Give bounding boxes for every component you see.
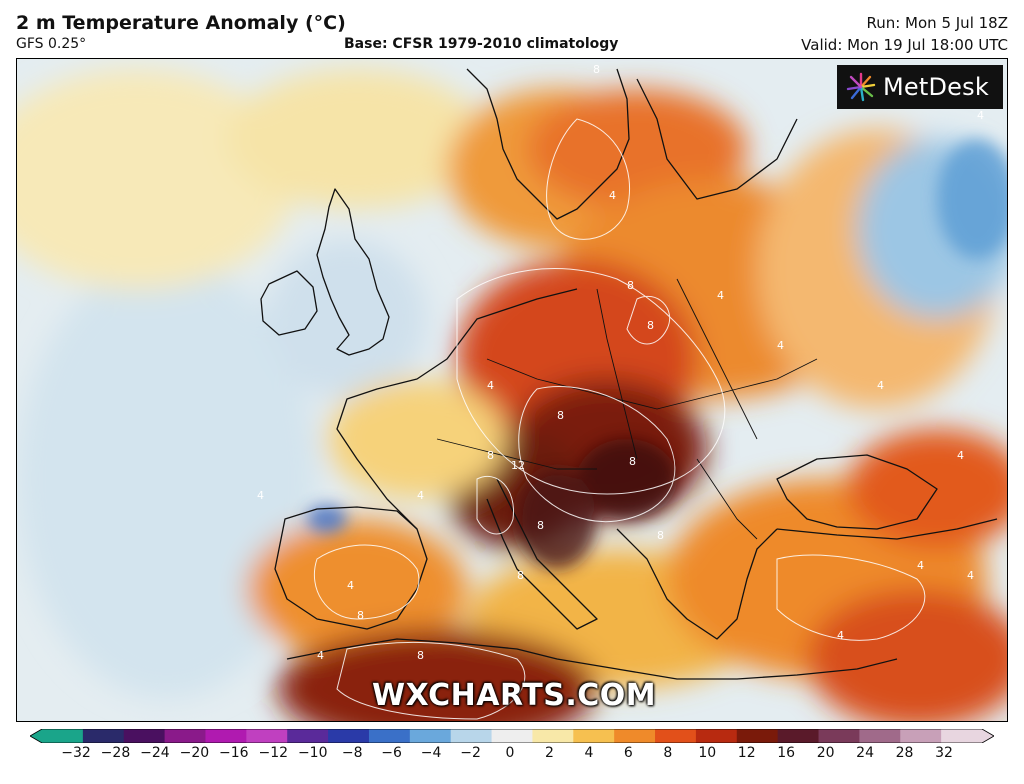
- contour-label: 4: [717, 289, 724, 302]
- colorbar-segment: [450, 729, 493, 743]
- colorbar-segment: [655, 729, 697, 743]
- colorbar-segment: [900, 729, 942, 743]
- colorbar-tick-label: −10: [297, 745, 328, 761]
- contour-label: 4: [487, 379, 494, 392]
- colorbar-tick-label: −8: [341, 745, 363, 761]
- colorbar-tick-label: 12: [737, 745, 756, 761]
- contour-label: 4: [317, 649, 324, 662]
- run-time-label: Run: Mon 5 Jul 18Z: [866, 14, 1008, 32]
- colorbar-segment: [491, 729, 533, 743]
- contour-label: 4: [609, 189, 616, 202]
- temperature-anomaly-map[interactable]: 8 4 8 8 4 8 4 8 4 8 12 8 4 8 4 4 8 4 4 8…: [16, 58, 1008, 722]
- colorbar-tick-label: −4: [420, 745, 442, 761]
- metdesk-burst-icon: [846, 72, 876, 102]
- colorbar-segment: [409, 729, 452, 743]
- contour-label: 4: [777, 339, 784, 352]
- colorbar-tick-label: 24: [856, 745, 874, 761]
- contour-label: 4: [967, 569, 974, 582]
- contour-label: 8: [517, 569, 524, 582]
- contour-label: 8: [537, 519, 544, 532]
- colorbar-segment: [246, 729, 288, 743]
- colorbar-segment: [614, 729, 656, 743]
- colorbar-segment: [941, 729, 983, 743]
- metdesk-logo: MetDesk: [837, 65, 1003, 109]
- colorbar-segment: [573, 729, 615, 743]
- colorbar-min-arrow: [30, 729, 42, 743]
- colorbar-tick-label: 6: [623, 745, 633, 761]
- map-canvas: 8 4 8 8 4 8 4 8 4 8 12 8 4 8 4 4 8 4 4 8…: [17, 59, 1007, 721]
- colorbar-segment: [532, 729, 574, 743]
- colorbar-segment: [328, 729, 370, 743]
- colorbar-segment: [818, 729, 860, 743]
- contour-label: 4: [837, 629, 844, 642]
- contour-label: 4: [347, 579, 354, 592]
- climatology-base-label: Base: CFSR 1979-2010 climatology: [344, 36, 619, 52]
- colorbar-tick-label: −16: [219, 745, 249, 761]
- contour-label: 8: [417, 649, 424, 662]
- colorbar-tick-label: −6: [381, 745, 402, 761]
- colorbar-tick-label: 16: [777, 745, 796, 761]
- colorbar-segment: [82, 729, 125, 743]
- colorbar-tick-label: 10: [698, 745, 717, 761]
- colorbar-tick-label: −20: [179, 745, 210, 761]
- contour-label: 12: [511, 459, 525, 472]
- contour-label: 8: [593, 63, 600, 76]
- colorbar-segment: [695, 729, 738, 743]
- colorbar-segment: [368, 729, 411, 743]
- colorbar-segment: [777, 729, 820, 743]
- contour-label: 8: [629, 455, 636, 468]
- contour-label: 4: [417, 489, 424, 502]
- model-label: GFS 0.25°: [16, 36, 87, 52]
- colorbar-segment: [736, 729, 779, 743]
- colorbar-tick-label: −2: [460, 745, 481, 761]
- contour-label: 8: [487, 449, 494, 462]
- colorbar-tick-label: 4: [584, 745, 594, 761]
- contour-label: 8: [627, 279, 634, 292]
- contour-label: 8: [557, 409, 564, 422]
- map-title: 2 m Temperature Anomaly (°C): [16, 12, 346, 34]
- colorbar-max-arrow: [982, 729, 994, 743]
- colorbar-tick-labels: −32 −28 −24 −20 −16 −12 −10 −8 −6 −4 −2 0 2 4 6 8 10 12 16…: [0, 745, 1024, 767]
- contour-label: 4: [917, 559, 924, 572]
- colorbar-tick-label: 8: [663, 745, 673, 761]
- contour-label: 8: [647, 319, 654, 332]
- colorbar-tick-label: −12: [258, 745, 289, 761]
- colorbar-segment: [123, 729, 166, 743]
- contour-label: 4: [957, 449, 964, 462]
- colorbar: [30, 729, 994, 743]
- colorbar-segment: [164, 729, 206, 743]
- colorbar-segments: [30, 729, 994, 743]
- colorbar-tick-label: 28: [895, 745, 914, 761]
- contour-label: 8: [657, 529, 664, 542]
- colorbar-tick-label: 2: [544, 745, 554, 761]
- colorbar-segment: [287, 729, 329, 743]
- contour-label: 4: [257, 489, 264, 502]
- colorbar-segment: [205, 729, 247, 743]
- metdesk-logo-text: MetDesk: [883, 73, 989, 101]
- colorbar-segment: [42, 729, 84, 743]
- colorbar-tick-label: 0: [505, 745, 515, 761]
- colorbar-tick-label: −24: [140, 745, 170, 761]
- colorbar-tick-label: 20: [816, 745, 835, 761]
- valid-time-label: Valid: Mon 19 Jul 18:00 UTC: [801, 36, 1008, 54]
- colorbar-tick-label: −32: [61, 745, 91, 761]
- contour-label: 4: [877, 379, 884, 392]
- colorbar-segment: [859, 729, 901, 743]
- contour-labels: 8 4 8 8 4 8 4 8 4 8 12 8 4 8 4 4 8 4 4 8…: [257, 63, 984, 662]
- colorbar-tick-label: −28: [100, 745, 131, 761]
- contour-label: 4: [977, 109, 984, 122]
- wxcharts-watermark: WXCHARTS.COM: [372, 678, 657, 713]
- contour-label: 8: [357, 609, 364, 622]
- colorbar-tick-label: 32: [935, 745, 953, 761]
